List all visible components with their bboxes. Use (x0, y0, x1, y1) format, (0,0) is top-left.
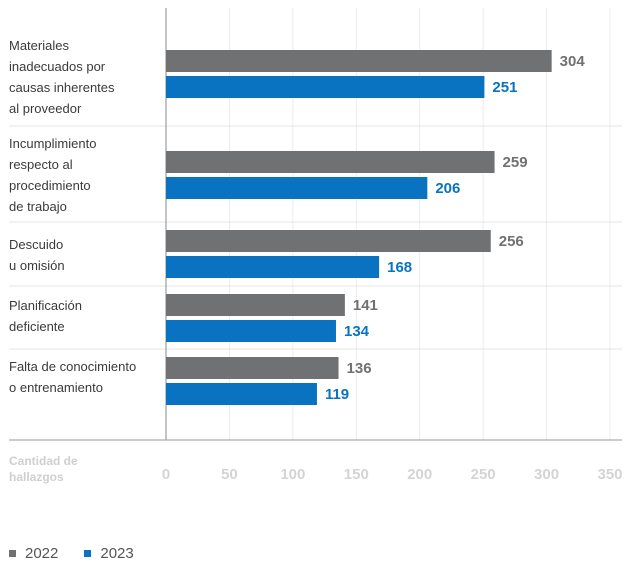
value-label-2022-0: 304 (560, 53, 586, 70)
x-tick-labels: 0 50 100 150 200 250 300 350 (162, 466, 623, 483)
bar-2022-4 (166, 357, 339, 379)
bar-2023-3 (166, 320, 336, 342)
x-tick-50: 50 (221, 466, 238, 483)
value-label-2023-4: 119 (325, 386, 349, 403)
category-label-3: Planificación deficiente (9, 298, 82, 334)
x-tick-100: 100 (280, 466, 305, 483)
value-label-2022-4: 136 (347, 360, 372, 377)
bar-2023-1 (166, 177, 428, 199)
value-label-2023-0: 251 (492, 79, 517, 96)
bar-2022-1 (166, 151, 495, 173)
bars: 304 259 256 141 136 251 206 168 134 119 (166, 50, 585, 405)
x-tick-200: 200 (407, 466, 432, 483)
legend-label-2022: 2022 (25, 545, 59, 562)
legend-swatch-2022 (9, 550, 16, 557)
x-tick-250: 250 (471, 466, 496, 483)
bar-2022-3 (166, 294, 345, 316)
x-tick-300: 300 (534, 466, 559, 483)
value-label-2023-2: 168 (387, 259, 412, 276)
legend-swatch-2023 (84, 550, 92, 557)
legend-item-2022: 2022 (9, 545, 58, 562)
category-separators (9, 125, 622, 350)
value-label-2022-2: 256 (499, 233, 524, 250)
bar-chart: 304 259 256 141 136 251 206 168 134 119 Materiale… (9, 8, 623, 484)
legend: 2022 2023 (9, 545, 134, 562)
x-tick-350: 350 (597, 466, 622, 483)
category-label-2: Descuido u omisión (9, 237, 65, 273)
category-labels: Materiales inadecuados por causas inherent… (9, 38, 136, 395)
category-label-4: Falta de conocimiento o entrenamiento (9, 359, 136, 395)
bar-2023-0 (166, 76, 485, 98)
value-label-2022-1: 259 (503, 154, 528, 171)
category-label-0: Materiales inadecuados por causas inherent… (9, 38, 115, 116)
value-label-2022-3: 141 (353, 297, 378, 314)
x-tick-150: 150 (344, 466, 369, 483)
value-label-2023-1: 206 (435, 180, 460, 197)
bar-2023-4 (166, 383, 317, 405)
bar-2023-2 (166, 256, 380, 278)
category-label-1: Incumplimiento respecto al procedimiento de… (9, 136, 96, 214)
x-tick-0: 0 (162, 466, 170, 483)
x-axis-title: Cantidad de hallazgos (9, 454, 81, 484)
legend-label-2023: 2023 (100, 545, 134, 562)
value-label-2023-3: 134 (344, 323, 370, 340)
legend-item-2023: 2023 (84, 545, 134, 562)
bar-2022-0 (166, 50, 552, 72)
bar-2022-2 (166, 230, 491, 252)
